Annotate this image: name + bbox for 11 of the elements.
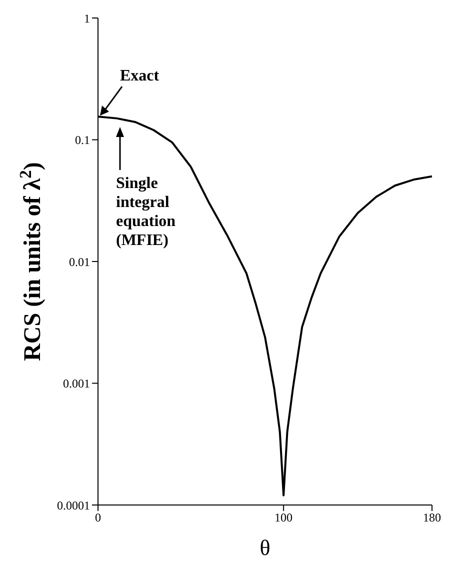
- x-tick-label: 180: [423, 510, 441, 525]
- x-tick-label: 0: [95, 510, 101, 525]
- y-tick-label: 0.01: [69, 254, 90, 269]
- y-tick-label: 0.001: [63, 376, 90, 391]
- y-tick-label: 0.1: [75, 133, 90, 148]
- y-tick-label: 1: [84, 11, 90, 26]
- x-tick-label: 100: [274, 510, 293, 525]
- annotation: Single integral equation (MFIE): [116, 175, 176, 249]
- annotation: Exact: [120, 68, 160, 85]
- y-tick-label: 0.0001: [57, 498, 90, 512]
- x-axis-title: θ: [260, 535, 270, 560]
